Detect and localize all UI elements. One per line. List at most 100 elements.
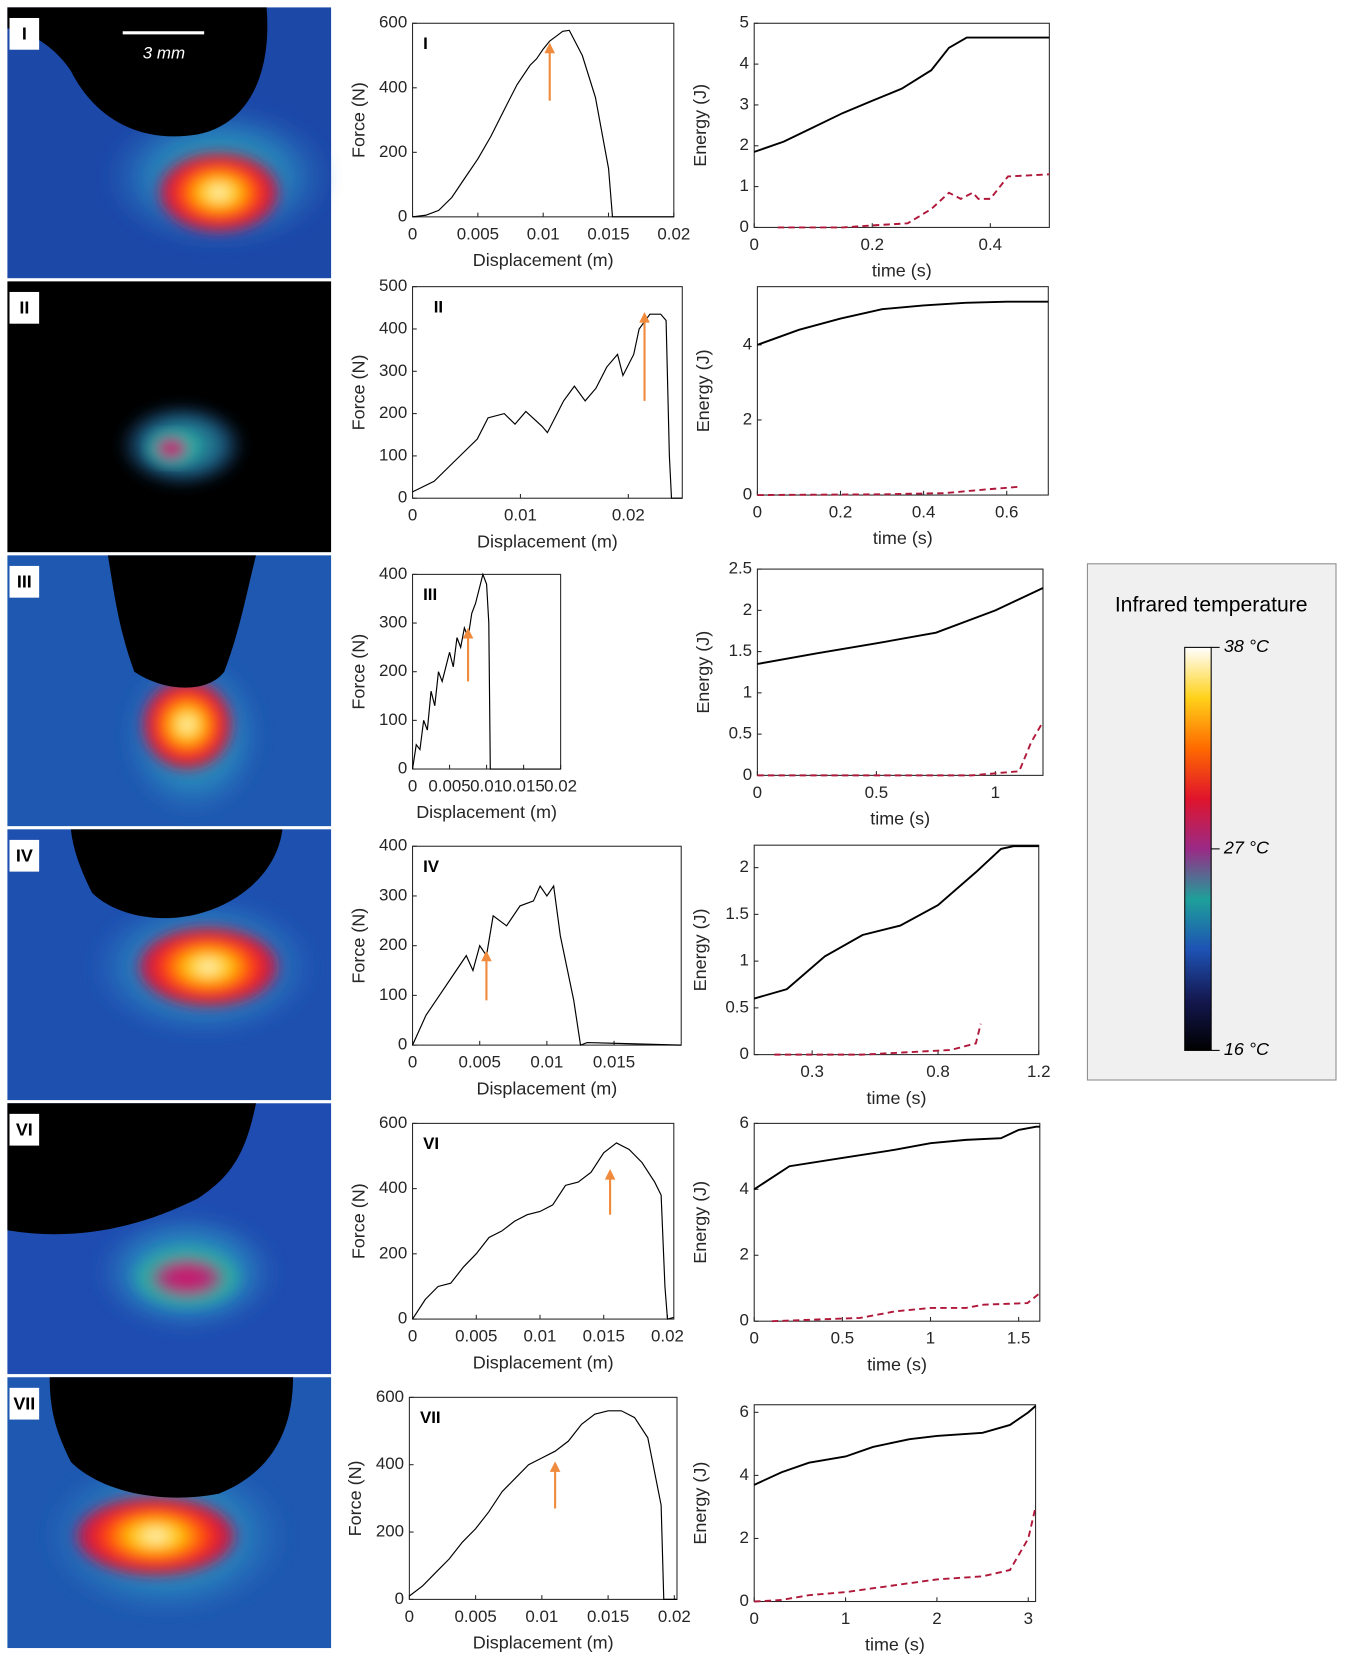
- scale-bar-label: 3 mm: [143, 43, 185, 62]
- inset-label: VI: [423, 1134, 439, 1153]
- y-tick-label: 100: [379, 985, 407, 1004]
- data-line: [753, 1125, 1040, 1191]
- panel-label-box: [9, 1387, 40, 1420]
- x-tick-label: 0: [753, 503, 762, 522]
- panel-label: II: [19, 298, 29, 318]
- y-axis-label: Energy (J): [690, 84, 710, 167]
- x-tick-label: 0.5: [865, 783, 889, 802]
- inset-label: II: [434, 297, 443, 316]
- y-tick-label: 5: [740, 13, 749, 32]
- y-tick-label: 0: [740, 1044, 749, 1063]
- data-line: [412, 884, 682, 1046]
- data-line: [753, 1405, 1037, 1486]
- x-tick-label: 0: [408, 506, 417, 525]
- inset-label: VII: [420, 1408, 441, 1427]
- y-tick-label: 300: [379, 885, 407, 904]
- panel-label-box: [9, 565, 40, 598]
- x-tick-label: 0.01: [504, 506, 537, 525]
- y-tick-label: 4: [740, 1465, 749, 1484]
- x-tick-label: 1.5: [1007, 1329, 1031, 1348]
- thermal-image: VI: [7, 1103, 332, 1375]
- x-tick-label: 0: [750, 1609, 759, 1628]
- y-axis-label: Force (N): [348, 355, 368, 431]
- data-line: [411, 572, 561, 770]
- data-line: [753, 845, 1039, 1000]
- y-tick-label: 2: [740, 1245, 749, 1264]
- x-tick-label: 0: [750, 235, 759, 254]
- y-tick-label: 0: [395, 1589, 404, 1608]
- y-tick-label: 0: [740, 1311, 749, 1330]
- x-tick-label: 0.01: [527, 224, 560, 243]
- arrow-head: [639, 312, 650, 323]
- y-tick-label: 300: [379, 613, 407, 632]
- y-tick-label: 600: [379, 13, 407, 32]
- y-tick-label: 2: [743, 409, 752, 428]
- y-tick-label: 400: [379, 77, 407, 96]
- x-tick-label: 0.8: [926, 1062, 950, 1081]
- arrow-head: [549, 1461, 561, 1472]
- y-tick-label: 200: [376, 1522, 404, 1541]
- x-axis-label: Displacement (m): [473, 1352, 614, 1372]
- x-tick-label: 0.02: [651, 1327, 684, 1346]
- colorbar: [1184, 646, 1212, 1051]
- arrow-head: [462, 627, 474, 639]
- y-tick-label: 0: [398, 758, 407, 777]
- data-line: [757, 300, 1049, 346]
- thermal-image: IV: [7, 829, 332, 1101]
- x-tick-label: 0: [408, 1327, 417, 1346]
- x-tick-label: 0: [405, 1607, 414, 1626]
- x-tick-label: 0.01: [470, 776, 503, 795]
- arrow-head: [544, 42, 556, 54]
- y-tick-label: 600: [379, 1113, 407, 1132]
- y-tick-label: 400: [379, 564, 407, 583]
- y-tick-label: 300: [379, 361, 407, 380]
- data-line: [757, 587, 1044, 665]
- data-line: [409, 1410, 677, 1600]
- x-tick-label: 0.01: [525, 1607, 558, 1626]
- y-axis-label: Force (N): [345, 1460, 365, 1536]
- x-tick-label: 0.005: [455, 1327, 497, 1346]
- x-tick-label: 0.02: [657, 224, 690, 243]
- colorbar-tick-label: 16 °C: [1224, 1039, 1270, 1059]
- x-tick-label: 0.015: [502, 776, 544, 795]
- x-tick-label: 0.2: [861, 235, 885, 254]
- x-tick-label: 0.005: [459, 1053, 501, 1072]
- y-tick-label: 600: [376, 1387, 404, 1406]
- y-tick-label: 1: [740, 951, 749, 970]
- x-tick-label: 0.5: [831, 1329, 855, 1348]
- x-axis-label: time (s): [873, 528, 933, 548]
- panel-label-box: [9, 291, 40, 324]
- arrow-head: [481, 950, 492, 962]
- panel-label-box: [9, 17, 40, 50]
- y-axis-label: Energy (J): [690, 908, 710, 991]
- y-axis-label: Energy (J): [690, 1462, 710, 1545]
- y-tick-label: 200: [379, 661, 407, 680]
- x-tick-label: 0.02: [612, 506, 645, 525]
- data-line: [777, 173, 1050, 229]
- x-axis-label: time (s): [867, 1088, 927, 1108]
- x-axis-label: Displacement (m): [476, 1078, 617, 1098]
- plot-area: [412, 573, 562, 770]
- x-tick-label: 0.01: [524, 1327, 557, 1346]
- x-tick-label: 0.005: [428, 776, 470, 795]
- x-tick-label: 3: [1024, 1609, 1033, 1628]
- plot-area: [753, 22, 1050, 228]
- plot-area: [753, 1122, 1041, 1322]
- plot-area: [756, 568, 1044, 776]
- thermal-image: I 3 mm: [7, 7, 336, 279]
- thermal-image: II: [7, 281, 332, 553]
- x-tick-label: 2: [932, 1609, 941, 1628]
- colorbar-title: Infrared temperature: [1115, 594, 1308, 617]
- y-tick-label: 0: [743, 765, 752, 784]
- thermal-image: III: [7, 555, 332, 827]
- x-tick-label: 0.015: [587, 224, 629, 243]
- y-axis-label: Energy (J): [690, 1181, 710, 1264]
- heat-spot: [139, 676, 235, 773]
- heat-spot: [70, 1493, 241, 1579]
- y-tick-label: 400: [379, 836, 407, 855]
- y-tick-label: 0.5: [725, 997, 749, 1016]
- heat-spot: [134, 924, 283, 1010]
- y-tick-label: 2: [740, 1528, 749, 1547]
- y-tick-label: 4: [743, 334, 752, 353]
